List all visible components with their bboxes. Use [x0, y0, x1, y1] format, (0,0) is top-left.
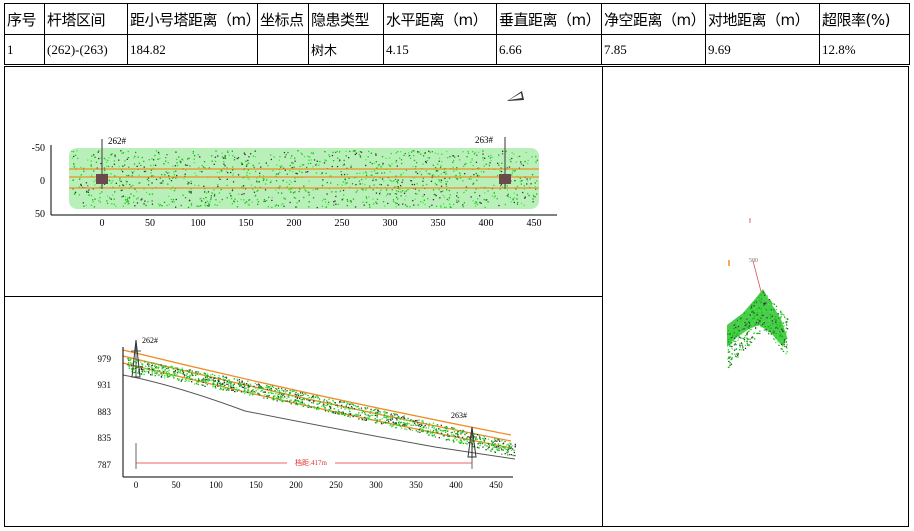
span-distance-label: 档距:417m	[295, 458, 327, 467]
cross-section-label: 580	[749, 258, 758, 264]
header-cell: 水平距离（m）	[383, 3, 497, 35]
profile-x-tick-labels: 0 50 100 150 200 250 300 350 400 450	[134, 480, 504, 490]
header-cell: 坐标点	[257, 3, 309, 35]
header-cell: 杆塔区间	[44, 3, 128, 35]
tower-label-left: 262#	[108, 136, 127, 146]
header-cell: 序号	[4, 3, 45, 35]
x-tick-label: 150	[249, 480, 263, 490]
x-tick-label: 50	[172, 480, 182, 490]
y-tick-label: 835	[98, 433, 112, 443]
table-cell: 6.66	[496, 34, 602, 65]
ground-profile	[122, 374, 516, 460]
tower-icon-left	[131, 339, 141, 378]
header-cell: 净空距离（m）	[601, 3, 706, 35]
tower-label-left: 262#	[142, 336, 158, 345]
profile-view-chart: 262# 263# 档距:417m 979 931 883 835 787 0 …	[98, 336, 516, 490]
y-tick-label: 787	[98, 460, 112, 470]
x-tick-label: 350	[409, 480, 423, 490]
x-tick-label: 250	[329, 480, 343, 490]
table-cell: 184.82	[127, 34, 258, 65]
profile-y-tick-labels: 979 931 883 835 787	[98, 354, 112, 470]
y-tick-label: 50	[35, 209, 45, 220]
header-cell: 超限率(%)	[819, 3, 910, 35]
x-tick-label: 450	[489, 480, 503, 490]
tower-label-right: 263#	[475, 135, 494, 145]
x-tick-label: 0	[134, 480, 139, 490]
y-tick-label: 0	[40, 176, 45, 187]
table-cell: 4.15	[383, 34, 497, 65]
y-tick-label: 883	[98, 407, 112, 417]
x-tick-label: 400	[449, 480, 463, 490]
x-tick-label: 350	[431, 218, 446, 229]
table-cell	[257, 34, 309, 65]
header-cell: 隐患类型	[308, 3, 384, 35]
x-tick-label: 200	[287, 218, 302, 229]
north-arrow-icon	[507, 91, 524, 101]
x-tick-label: 200	[289, 480, 303, 490]
profile-view-panel: 262# 263# 档距:417m 979 931 883 835 787 0 …	[4, 296, 603, 527]
table-cell: 9.69	[705, 34, 820, 65]
x-tick-label: 450	[527, 218, 542, 229]
tower-marker-right	[499, 137, 511, 189]
table-cell: (262)-(263)	[44, 34, 128, 65]
y-tick-label: 979	[98, 354, 112, 364]
y-tick-label: 931	[98, 380, 112, 390]
x-tick-label: 0	[100, 218, 105, 229]
tower-label-right: 263#	[451, 411, 467, 420]
x-tick-label: 300	[369, 480, 383, 490]
cross-section-panel: 580	[602, 66, 909, 527]
table-cell: 1	[4, 34, 45, 65]
plan-view-chart: 262# 263# -50 0 50 0 50 100 150 200 250 …	[32, 91, 557, 229]
vegetation-points	[727, 291, 789, 369]
x-tick-label: 150	[239, 218, 254, 229]
x-tick-label: 100	[191, 218, 206, 229]
table-cell: 12.8%	[819, 34, 910, 65]
x-tick-label: 100	[209, 480, 223, 490]
tower-marker-left	[96, 139, 108, 189]
header-cell: 对地距离（m）	[705, 3, 820, 35]
x-tick-label: 400	[479, 218, 494, 229]
vegetation-points	[127, 357, 516, 457]
plan-y-tick-labels: -50 0 50	[32, 143, 45, 220]
table-row: 1 (262)-(263) 184.82 树木 4.15 6.66 7.85 9…	[4, 34, 910, 65]
vegetation-corridor	[69, 148, 539, 209]
vegetation-points	[71, 150, 538, 209]
x-tick-label: 300	[383, 218, 398, 229]
table-cell: 树木	[308, 34, 384, 65]
header-cell: 垂直距离（m）	[496, 3, 602, 35]
conductor-lines	[122, 349, 512, 449]
table-header-row: 序号 杆塔区间 距小号塔距离（m） 坐标点 隐患类型 水平距离（m） 垂直距离（…	[4, 3, 910, 35]
y-tick-label: -50	[32, 143, 45, 154]
x-tick-label: 50	[145, 218, 155, 229]
table-cell: 7.85	[601, 34, 706, 65]
x-tick-label: 250	[335, 218, 350, 229]
conductor-lines	[69, 168, 539, 189]
hazard-table: 序号 杆塔区间 距小号塔距离（m） 坐标点 隐患类型 水平距离（m） 垂直距离（…	[4, 3, 910, 65]
header-cell: 距小号塔距离（m）	[127, 3, 258, 35]
plan-x-tick-labels: 0 50 100 150 200 250 300 350 400 450	[100, 218, 542, 229]
plan-view-panel: 262# 263# -50 0 50 0 50 100 150 200 250 …	[4, 66, 603, 297]
cross-section-chart: 580	[727, 218, 789, 369]
